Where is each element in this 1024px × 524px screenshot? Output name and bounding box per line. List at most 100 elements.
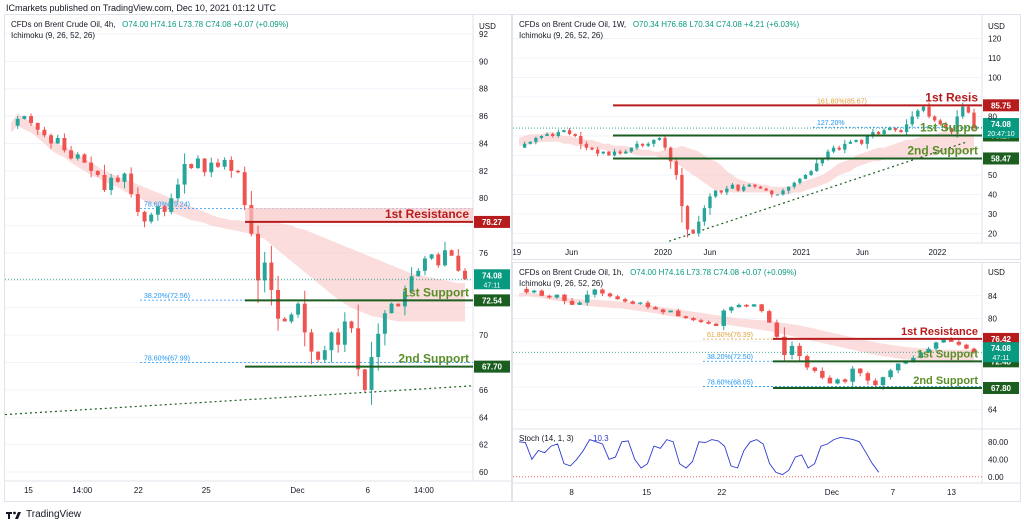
candle-body — [182, 164, 187, 185]
candle — [831, 145, 836, 154]
chart-1h-svg[interactable]: 61.80%(76.39) 38.20%(72.50) 78.60%(68.05) 1… — [513, 263, 1020, 501]
level-price-tag: 85.75 — [983, 99, 1019, 112]
candle — [876, 130, 881, 135]
candle — [918, 350, 924, 359]
candle-body — [592, 289, 598, 295]
candle-body — [873, 380, 878, 386]
candle — [162, 205, 167, 217]
candle — [149, 212, 154, 224]
chart-1w-svg[interactable]: 161.80%(85.67) 127.20% 1st Resis 85.75 1st S… — [513, 15, 1020, 259]
candle — [534, 136, 538, 145]
candle — [349, 320, 354, 333]
candle — [577, 300, 582, 305]
candle-body — [109, 177, 114, 191]
candle-body — [15, 118, 20, 126]
chart-4h-svg[interactable]: 78.60%(79.24) 38.20%(72.56) 78.60%(67.99) 1… — [5, 15, 511, 501]
candle-body — [827, 377, 833, 384]
candle-body — [831, 147, 836, 152]
candle-body — [729, 307, 734, 311]
candle — [888, 369, 893, 380]
candle-body — [758, 186, 763, 189]
candle — [635, 140, 639, 150]
candle — [944, 121, 948, 131]
currency-label: USD — [988, 22, 1005, 31]
candle — [837, 145, 841, 151]
candle — [569, 297, 575, 306]
candle — [342, 312, 347, 353]
candle-body — [618, 151, 622, 154]
chart-panel-4h[interactable]: 78.60%(79.24) 38.20%(72.56) 78.60%(67.99) 1… — [4, 14, 512, 502]
candle-body — [713, 323, 719, 326]
candle — [797, 343, 802, 363]
chart-panel-1w[interactable]: 161.80%(85.67) 127.20% 1st Resis 85.75 1st S… — [512, 14, 1021, 260]
candle — [436, 252, 441, 268]
candle — [859, 139, 864, 146]
candle-body — [630, 301, 635, 304]
candle — [721, 309, 726, 331]
last-price-value: 74.08 — [991, 344, 1012, 353]
candle-body — [296, 303, 301, 315]
candle — [75, 152, 80, 161]
candle-body — [329, 332, 334, 351]
candle-body — [135, 194, 140, 212]
candle — [767, 309, 772, 324]
candle — [652, 139, 656, 147]
candle — [215, 158, 220, 169]
candle-body — [812, 367, 817, 371]
price-tag-bg — [983, 381, 1019, 394]
candle — [336, 328, 341, 353]
candle-body — [534, 137, 538, 142]
candle-body — [895, 363, 901, 371]
candle — [135, 187, 140, 217]
x-tick-label: Dec — [290, 486, 304, 495]
level-label: 2nd Support — [907, 143, 978, 157]
candle — [964, 343, 969, 350]
chart-1w-indicator: Ichimoku (9, 26, 52, 26) — [519, 31, 604, 40]
level-label: 1st Resistance — [385, 207, 469, 221]
candle-body — [640, 143, 645, 146]
candle — [296, 301, 301, 318]
candle — [129, 167, 134, 198]
ichimoku-cloud — [519, 292, 974, 363]
candle — [729, 306, 734, 314]
candle — [539, 289, 544, 297]
level-price-tag: 67.80 — [983, 381, 1019, 394]
x-tick-label: 15 — [642, 488, 651, 497]
candle-body — [95, 170, 100, 175]
level-label: 2nd Support — [398, 352, 469, 366]
candle — [389, 302, 394, 314]
footer[interactable]: TradingView — [6, 509, 81, 520]
last-price-tag: 74.08 20:47:10 — [983, 118, 1019, 139]
candle-body — [899, 130, 903, 133]
candle-body — [708, 196, 712, 209]
candle — [615, 295, 620, 300]
candle — [910, 111, 914, 127]
candle — [102, 164, 107, 193]
candle-body — [89, 162, 94, 171]
candle — [685, 205, 690, 238]
candle-body — [35, 122, 40, 130]
candle-body — [429, 254, 434, 259]
ichimoku-cloud — [11, 113, 465, 322]
candle-body — [336, 332, 341, 345]
candle-body — [215, 162, 220, 167]
level-label: 1st Suppo — [920, 120, 978, 134]
candle-body — [888, 370, 893, 378]
candle-body — [562, 294, 567, 301]
chart-panel-1h[interactable]: 61.80%(76.39) 38.20%(72.50) 78.60%(68.05) 1… — [512, 262, 1021, 502]
last-price-countdown: 47:11 — [484, 282, 501, 289]
candle-body — [162, 206, 167, 212]
candle — [607, 151, 611, 156]
oscillator-value: 10.3 — [593, 434, 609, 443]
candle-body — [142, 211, 147, 222]
chart-4h-legend: CFDs on Brent Crude Oil, 4h, O74.00 H74.… — [11, 19, 289, 41]
candle — [698, 318, 704, 324]
candle — [820, 158, 824, 167]
chart-1h-ohlc: O74.00 H74.16 L73.78 C74.08 +0.07 (+0.09… — [630, 268, 797, 277]
y-tick-label: 80 — [988, 113, 997, 122]
candle — [668, 310, 673, 313]
candle — [770, 189, 774, 198]
x-tick-label: 8 — [569, 488, 574, 497]
level-label: 1st Support — [402, 285, 469, 299]
ichimoku-cloud — [519, 132, 974, 195]
